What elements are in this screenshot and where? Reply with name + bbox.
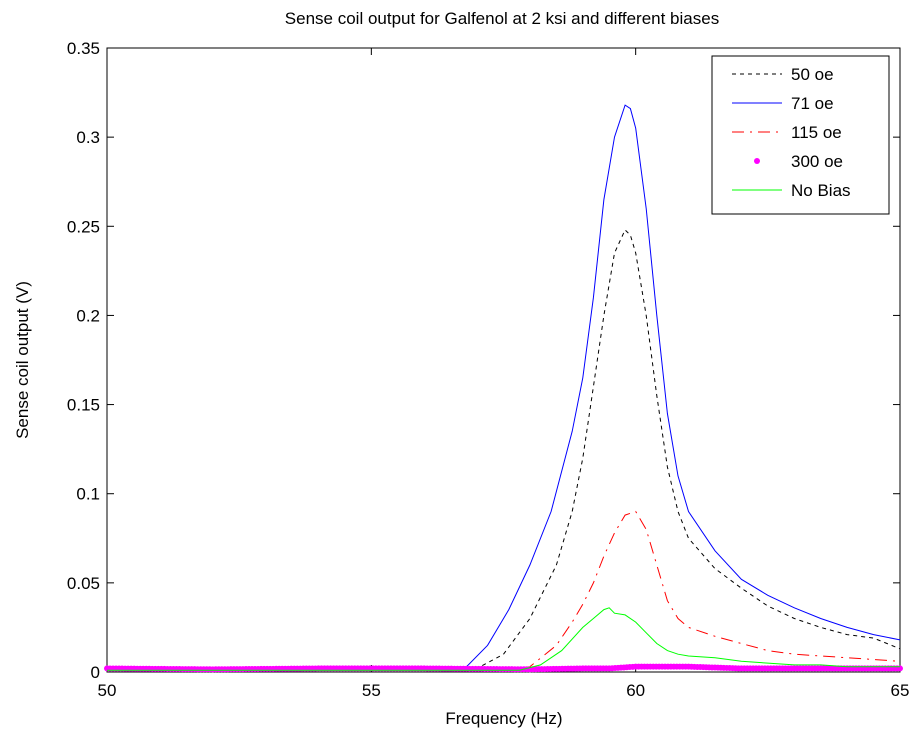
series-line-71-oe — [107, 104, 901, 671]
legend-label-50-oe: 50 oe — [791, 65, 834, 84]
series-layer — [104, 104, 903, 673]
y-axis-label: Sense coil output (V) — [13, 281, 32, 439]
x-tick-label: 50 — [98, 681, 117, 700]
legend: 50 oe 71 oe 115 oe 300 oe No Bias — [711, 55, 890, 215]
y-tick-label: 0.05 — [67, 574, 100, 593]
x-tick-label: 60 — [626, 681, 645, 700]
x-axis-label: Frequency (Hz) — [445, 709, 562, 728]
y-tick-label: 0.15 — [67, 396, 100, 415]
x-tick-label: 55 — [362, 681, 381, 700]
legend-box — [711, 55, 890, 215]
legend-marker-300-oe — [754, 158, 760, 164]
y-tick-label: 0.3 — [76, 128, 100, 147]
y-tick-label: 0.25 — [67, 217, 100, 236]
series-line-50-oe — [107, 229, 901, 671]
series-line-no-bias — [107, 607, 900, 671]
y-tick-label: 0 — [91, 663, 100, 682]
legend-label-71-oe: 71 oe — [791, 94, 834, 113]
y-tick-label: 0.35 — [67, 39, 100, 58]
series-300-oe-markers — [104, 663, 903, 673]
chart-title: Sense coil output for Galfenol at 2 ksi … — [285, 9, 719, 28]
legend-label-300-oe: 300 oe — [791, 152, 843, 171]
y-tick-label: 0.2 — [76, 306, 100, 325]
y-tick-label: 0.1 — [76, 485, 100, 504]
legend-label-no-bias: No Bias — [791, 181, 851, 200]
axis-ticks: 50 55 60 65 0 0.05 0.1 0.15 0.2 0.25 0.3 0.35 — [67, 39, 910, 700]
x-tick-label: 65 — [891, 681, 910, 700]
legend-label-115-oe: 115 oe — [791, 123, 842, 142]
series-line-115-oe — [107, 510, 901, 671]
